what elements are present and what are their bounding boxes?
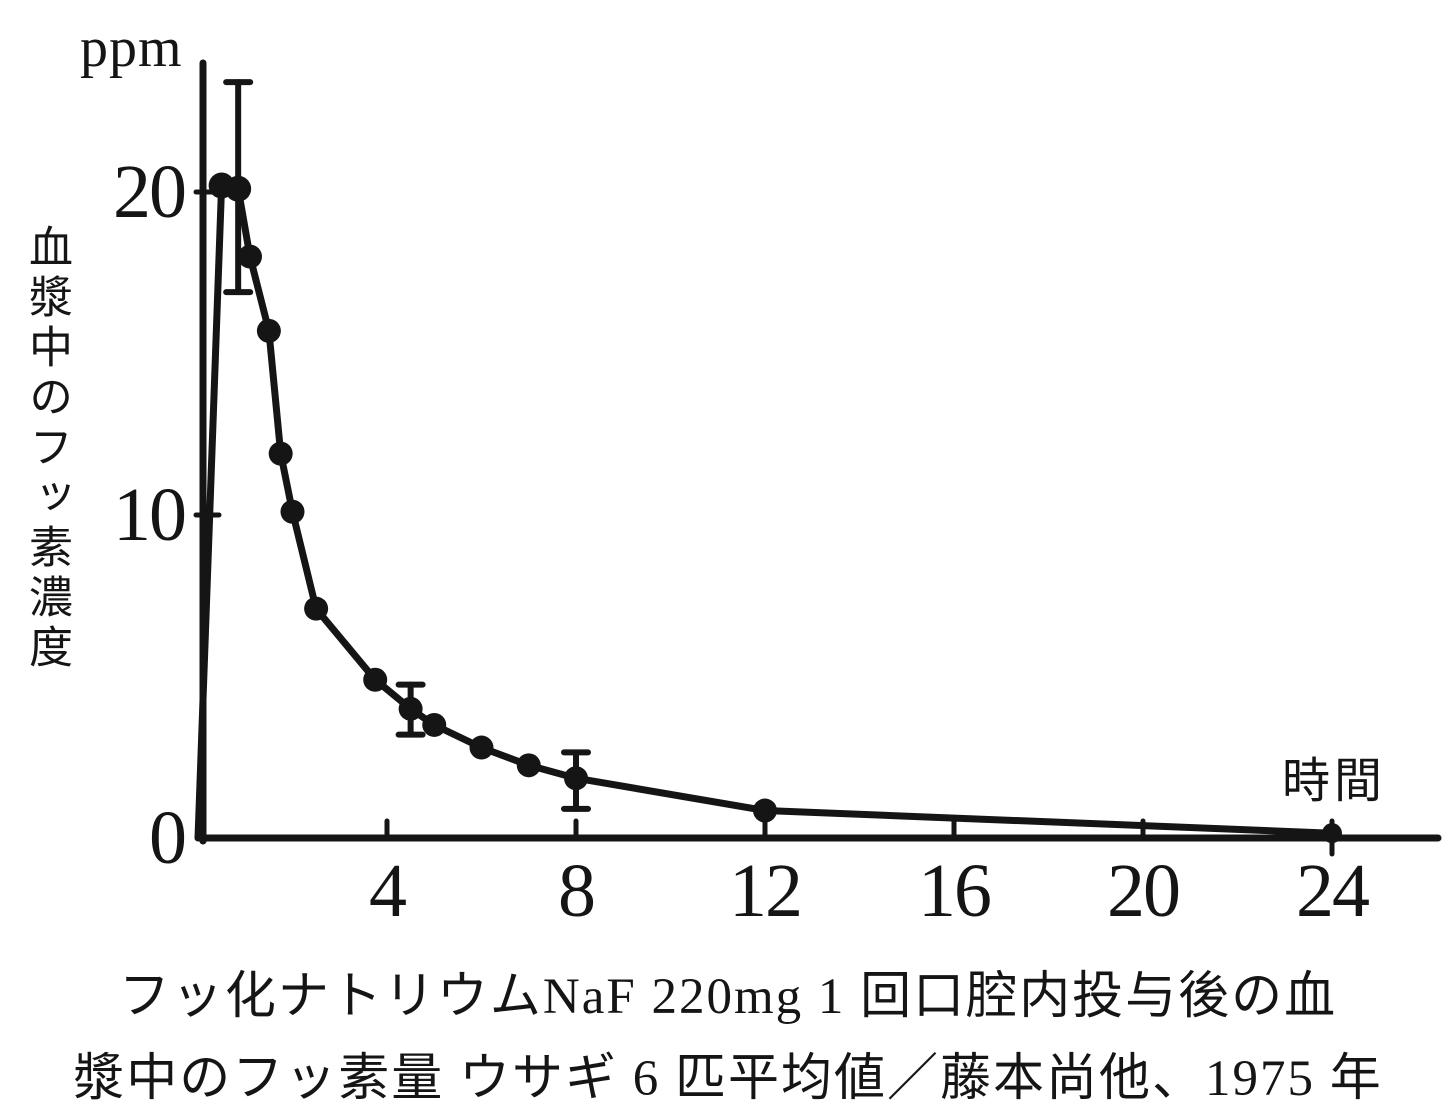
data-point: [268, 441, 293, 466]
data-point: [363, 667, 388, 692]
figure-caption: フッ化ナトリウムNaF 220mg 1 回口腔内投与後の血 漿中のフッ素量 ウサ…: [0, 956, 1456, 1120]
data-point: [516, 753, 541, 778]
data-point: [304, 596, 329, 621]
data-line: [194, 182, 1336, 842]
data-point: [225, 175, 252, 202]
caption-line-1: フッ化ナトリウムNaF 220mg 1 回口腔内投与後の血: [118, 969, 1338, 1025]
data-point: [237, 244, 262, 269]
data-point: [280, 499, 305, 524]
x-tick-label: 20: [1107, 849, 1181, 933]
data-point: [422, 712, 447, 737]
x-tick-label: 8: [558, 849, 596, 933]
caption-line-2: 漿中のフッ素量 ウサギ 6 匹平均値／藤本尚他、1975 年: [73, 1051, 1383, 1107]
y-axis-title: 血漿中のフッ素濃度: [22, 224, 71, 674]
x-tick-label: 4: [369, 849, 407, 933]
data-point: [256, 318, 281, 343]
x-tick-label: 24: [1296, 849, 1370, 933]
y-tick-label: 20: [113, 150, 187, 234]
y-tick-label: 10: [113, 473, 187, 557]
x-tick-label: 12: [729, 849, 803, 933]
data-point: [753, 798, 777, 823]
x-axis-title: 時間: [1282, 755, 1387, 808]
data-point: [398, 696, 423, 721]
y-tick-label: 0: [149, 796, 187, 880]
data-point: [564, 766, 588, 791]
data-point: [1322, 823, 1342, 844]
data-point: [469, 735, 494, 760]
x-tick-label: 16: [918, 849, 992, 933]
y-unit-label: ppm: [80, 17, 183, 79]
